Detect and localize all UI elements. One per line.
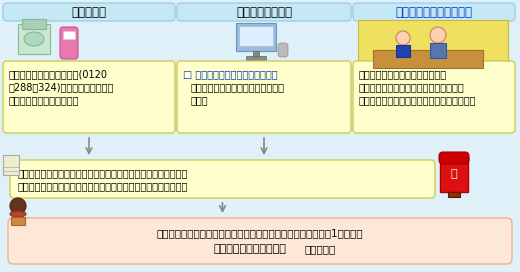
FancyBboxPatch shape: [3, 3, 175, 21]
Text: 「口座振替申請書」到着・出力後、振替先の証券口座を記入し、: 「口座振替申請書」到着・出力後、振替先の証券口座を記入し、: [18, 168, 188, 178]
Text: から、「口座振替申請書」を出力し: から、「口座振替申請書」を出力し: [191, 82, 285, 92]
FancyBboxPatch shape: [177, 61, 351, 133]
Text: します。: します。: [304, 244, 335, 254]
FancyBboxPatch shape: [353, 3, 515, 21]
Circle shape: [430, 27, 446, 43]
Text: □ みずほ信託銀行のホームページ: □ みずほ信託銀行のホームページ: [183, 69, 278, 79]
Bar: [239, 26, 273, 46]
Text: 証券会社への振替が完了: 証券会社への振替が完了: [214, 244, 287, 254]
Text: －288－324)へ、「口座振替申請: －288－324)へ、「口座振替申請: [9, 82, 114, 92]
Text: ます。: ます。: [191, 95, 209, 105]
Text: 「口座振替申請書」に振替先の証券口座: 「口座振替申請書」に振替先の証券口座: [359, 82, 465, 92]
FancyBboxPatch shape: [177, 3, 351, 21]
Circle shape: [396, 31, 410, 45]
Text: 書」の送付を依頼します。: 書」の送付を依頼します。: [9, 95, 80, 105]
FancyBboxPatch shape: [10, 160, 435, 198]
Text: 〒: 〒: [451, 169, 457, 179]
Text: 電　話　で: 電 話 で: [72, 5, 107, 18]
Bar: [18, 24, 50, 54]
Bar: [11, 217, 25, 225]
Text: みずほ信託銀行の窓口で: みずほ信託銀行の窓口で: [396, 5, 473, 18]
Bar: [236, 23, 276, 51]
FancyBboxPatch shape: [278, 43, 288, 57]
Bar: [448, 192, 460, 197]
Text: インターネットで: インターネットで: [236, 5, 292, 18]
Ellipse shape: [24, 32, 44, 46]
Ellipse shape: [10, 211, 26, 217]
Bar: [22, 19, 46, 29]
Text: みずほ信託銀行証券代行部に「口座振替申請書」が到着後、約1週間で、: みずほ信託銀行証券代行部に「口座振替申請書」が到着後、約1週間で、: [157, 228, 363, 238]
FancyBboxPatch shape: [60, 27, 78, 59]
Text: を記入し、署名・押印のうえ、提出します。: を記入し、署名・押印のうえ、提出します。: [359, 95, 476, 105]
Text: みずほ信託銀行証券代行部(0120: みずほ信託銀行証券代行部(0120: [9, 69, 108, 79]
Bar: [253, 51, 259, 56]
Bar: [358, 20, 508, 75]
FancyBboxPatch shape: [8, 218, 512, 264]
FancyBboxPatch shape: [3, 61, 175, 133]
FancyBboxPatch shape: [353, 61, 515, 133]
Bar: [246, 56, 266, 60]
Bar: [63, 31, 75, 39]
Bar: [3, 155, 19, 175]
Bar: [430, 43, 446, 58]
Bar: [440, 157, 468, 192]
FancyBboxPatch shape: [439, 152, 469, 164]
Text: 署名・押印のうえ、みずほ信託銀行の証券代行部へ郵送します。: 署名・押印のうえ、みずほ信託銀行の証券代行部へ郵送します。: [18, 181, 188, 191]
Bar: [396, 45, 410, 57]
Bar: [373, 50, 483, 68]
Text: みずほ信託銀行の本支店窓口で、: みずほ信託銀行の本支店窓口で、: [359, 69, 447, 79]
Circle shape: [10, 198, 26, 214]
